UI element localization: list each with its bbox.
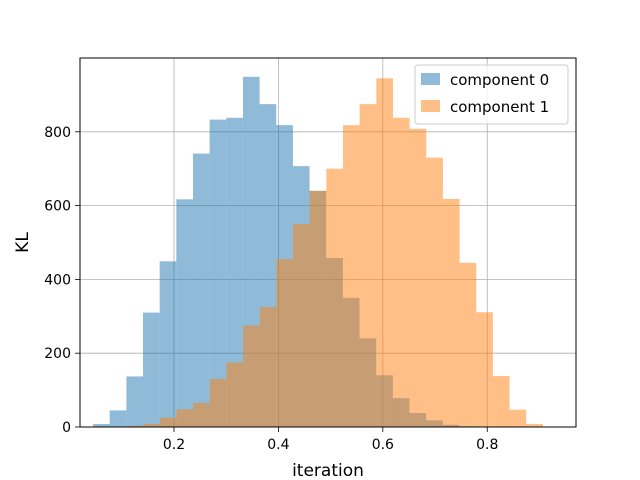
component-1-bar-12: [326, 168, 343, 427]
component-1-bar-22: [492, 376, 510, 427]
y-tick-label-2: 400: [44, 272, 71, 288]
component-0-bar-8: [226, 117, 243, 427]
component-1-bar-15: [376, 78, 393, 428]
x-axis-ticks: 0.2 0.4 0.6 0.8: [163, 427, 498, 453]
y-tick-label-4: 800: [44, 125, 71, 141]
component-1-bar-5: [209, 379, 227, 427]
component-1-bar-18: [426, 157, 443, 427]
x-axis-label: iteration: [292, 461, 364, 480]
component-1-bar-6: [226, 362, 244, 427]
component-1-bar-19: [442, 198, 460, 427]
component-1-bar-9: [276, 259, 294, 427]
component-0-bar-7: [209, 119, 227, 428]
series-component-1: [126, 78, 543, 428]
x-tick-label-3: 0.8: [476, 437, 498, 453]
component-1-bar-21: [476, 312, 493, 427]
component-1-bar-20: [459, 262, 477, 427]
y-tick-label-3: 600: [44, 199, 71, 215]
component-1-bar-1: [143, 424, 160, 427]
x-tick-label-2: 0.6: [372, 437, 394, 453]
component-1-bar-0: [126, 425, 144, 427]
component-1-bar-3: [176, 409, 194, 427]
component-1-bar-7: [243, 325, 260, 427]
legend-label-component-0: component 0: [450, 71, 549, 89]
y-tick-label-1: 200: [44, 346, 71, 362]
component-1-bar-11: [309, 190, 327, 427]
component-1-bar-16: [392, 117, 410, 427]
component-0-bar-2: [126, 376, 144, 427]
legend-swatch-component-1: [421, 100, 440, 112]
component-1-bar-4: [193, 403, 210, 427]
component-1-bar-13: [342, 125, 360, 428]
component-0-bar-3: [143, 312, 160, 427]
legend: component 0 component 1: [414, 64, 569, 125]
y-axis-ticks: 0 200 400 600 800: [44, 125, 80, 436]
component-1-bar-17: [409, 128, 427, 427]
component-0-bar-6: [192, 153, 210, 428]
component-1-bar-10: [293, 224, 310, 427]
legend-label-component-1: component 1: [450, 98, 549, 116]
component-0-bar-5: [176, 199, 193, 427]
component-1-bar-23: [509, 409, 527, 427]
component-1-bar-2: [159, 417, 177, 427]
component-1-bar-8: [259, 307, 277, 427]
legend-swatch-component-0: [421, 73, 440, 85]
component-0-bar-1: [109, 410, 127, 427]
plot-frame: [79, 57, 577, 428]
x-tick-label-0: 0.2: [163, 437, 185, 453]
x-tick-label-1: 0.4: [267, 437, 289, 453]
y-axis-label: KL: [13, 232, 33, 253]
component-1-bar-24: [526, 424, 543, 427]
legend-box: [414, 64, 569, 125]
y-tick-label-0: 0: [62, 420, 71, 436]
component-0-bar-0: [93, 424, 110, 427]
component-1-bar-14: [359, 104, 377, 427]
component-0-bar-4: [159, 261, 177, 427]
